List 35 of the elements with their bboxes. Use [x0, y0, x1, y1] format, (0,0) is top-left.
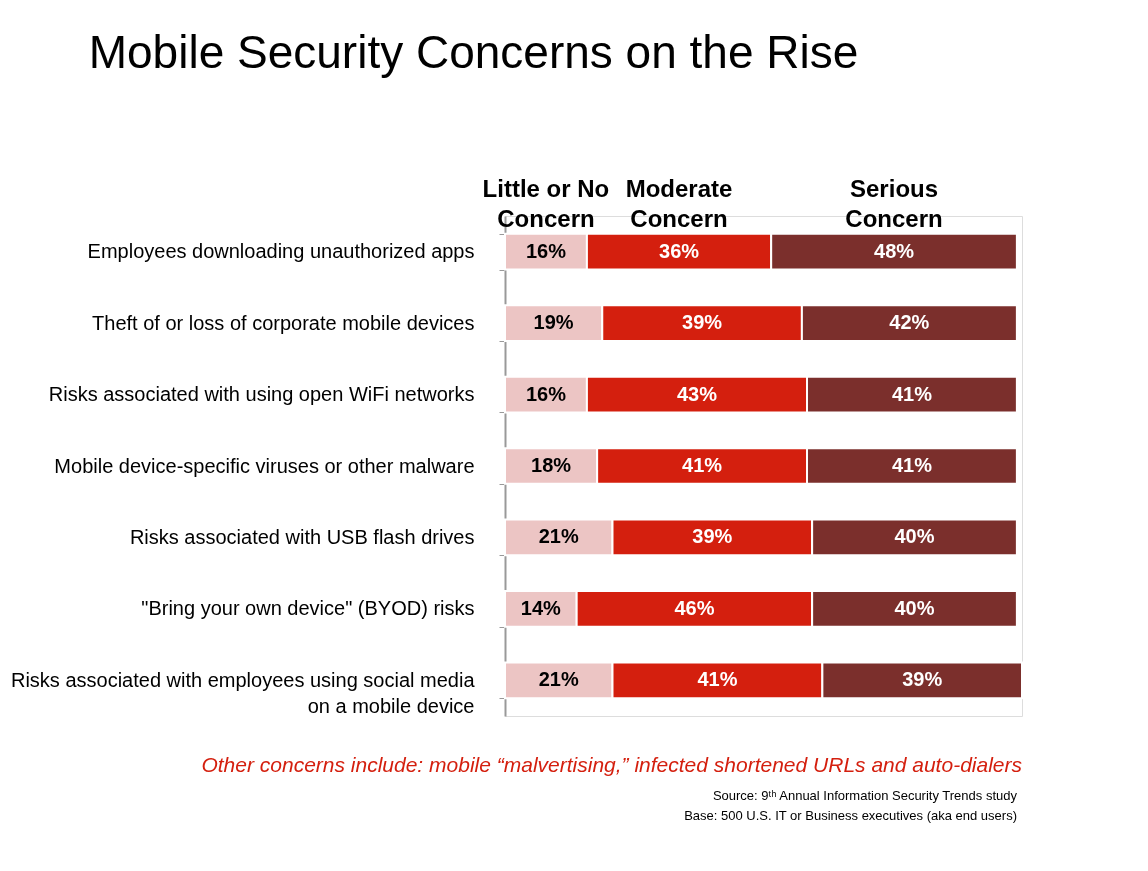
data-label: 21%: [538, 668, 579, 691]
data-label: 18%: [531, 454, 572, 476]
data-label: 41%: [891, 382, 933, 405]
data-label: 40%: [894, 596, 935, 619]
data-label: 39%: [902, 668, 943, 691]
data-label: 39%: [682, 311, 723, 334]
data-label: 16%: [525, 239, 567, 262]
text: Other concerns include: mobile “malvertising,” infected shortened URLs and auto-dialers: [201, 753, 1023, 776]
data-label: 41%: [891, 454, 933, 476]
data-label: 19%: [533, 311, 574, 334]
series-label: Moderate Concern: [625, 174, 733, 232]
data-label: 46%: [674, 596, 715, 619]
y-tick-label: Mobile device-specific viruses or other malware: [54, 454, 475, 477]
data-label: 41%: [697, 668, 738, 691]
data-label: 41%: [682, 454, 723, 476]
series-label: Little or No Concern: [482, 174, 610, 232]
y-tick-label: Risks associated with using open WiFi networks: [48, 383, 475, 406]
source-note: Source: 9ᵗʰ Annual Information Security Trends study: [712, 788, 1018, 803]
y-tick-label: "Bring your own device" (BYOD) risks: [141, 597, 475, 620]
series-label: Serious Concern: [845, 174, 943, 232]
y-tick-label: Employees downloading unauthorized apps: [87, 240, 475, 263]
data-label: 14%: [520, 596, 562, 619]
y-tick-label: Theft of or loss of corporate mobile devices: [92, 311, 475, 334]
chart-title: Mobile Security Concerns on the Rise: [88, 25, 859, 78]
data-label: 39%: [692, 525, 733, 548]
data-label: 43%: [676, 382, 718, 405]
data-label: 16%: [525, 382, 567, 405]
data-label: 40%: [894, 525, 935, 548]
data-label: 36%: [659, 239, 700, 262]
data-label: 48%: [874, 239, 915, 262]
y-tick-label: Risks associated with employees using social media on a mobile device: [10, 668, 476, 717]
y-tick-label: Risks associated with USB flash drives: [129, 525, 475, 548]
text: Base: 500 U.S. IT or Business executives (aka end users): [684, 808, 1017, 823]
data-label: 21%: [538, 525, 579, 548]
data-label: 42%: [889, 311, 930, 334]
